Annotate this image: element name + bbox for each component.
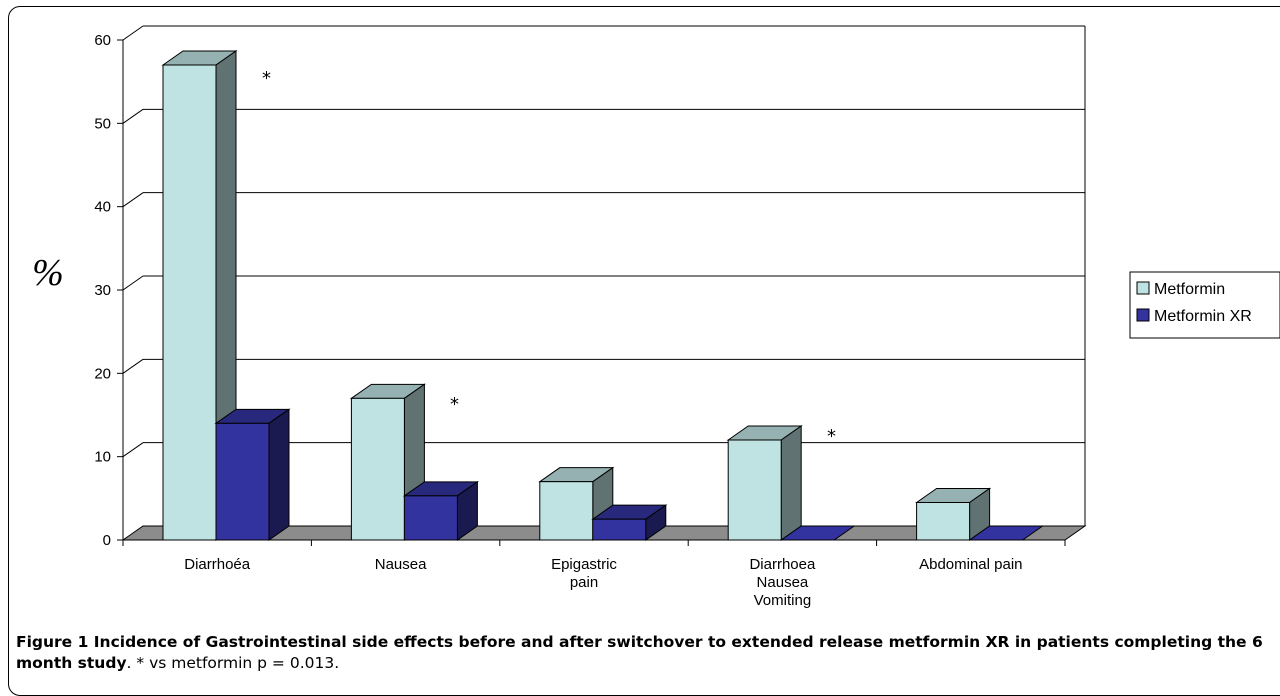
legend-swatch xyxy=(1136,308,1150,322)
y-tick-label: 50 xyxy=(94,115,111,132)
bar xyxy=(403,495,458,541)
y-axis-label: % xyxy=(32,252,64,294)
bar xyxy=(215,422,270,541)
bar xyxy=(592,518,647,541)
y-tick-label: 60 xyxy=(94,32,111,49)
bar xyxy=(779,525,856,541)
significance-marker: * xyxy=(827,426,836,447)
gridline-diagonal xyxy=(122,108,144,124)
x-category-label: Nausea xyxy=(375,556,427,573)
bar xyxy=(968,525,1045,541)
bar xyxy=(162,64,217,541)
bar xyxy=(916,502,971,541)
bar-side xyxy=(780,425,802,541)
y-tick-label: 0 xyxy=(103,532,111,549)
x-category-label: Abdominal pain xyxy=(919,556,1022,573)
gridline-diagonal xyxy=(122,358,144,374)
gridline-diagonal xyxy=(122,275,144,291)
bar xyxy=(727,439,782,541)
gridline-diagonal xyxy=(122,192,144,208)
figure-caption: Figure 1 Incidence of Gastrointestinal s… xyxy=(16,632,1278,674)
y-tick-label: 40 xyxy=(94,199,111,216)
y-tick-label: 20 xyxy=(94,365,111,382)
bar-chart: 0 10 20 30 40 50 60% * * * Diarrhoéa Nausea Epigastr… xyxy=(32,25,1280,609)
legend-box xyxy=(1129,271,1280,339)
x-category-label: Vomiting xyxy=(754,592,812,609)
bar xyxy=(350,397,405,541)
y-tick-label: 30 xyxy=(94,282,111,299)
legend-label: Metformin xyxy=(1154,281,1225,298)
x-category-label: Epigastric xyxy=(551,556,617,573)
caption-note: . * vs metformin p = 0.013. xyxy=(126,654,340,672)
legend-label: Metformin XR xyxy=(1154,308,1252,325)
significance-marker: * xyxy=(262,68,271,89)
y-tick-label: 10 xyxy=(94,449,111,466)
bar xyxy=(539,481,594,541)
legend-swatch xyxy=(1136,281,1150,295)
significance-marker: * xyxy=(450,394,459,415)
x-category-label: Diarrhoea xyxy=(749,556,816,573)
bar-side xyxy=(268,408,290,541)
x-category-label: Nausea xyxy=(757,574,809,591)
x-category-label: pain xyxy=(570,574,598,591)
caption-title: Figure 1 Incidence of Gastrointestinal s… xyxy=(16,633,1263,672)
gridline-diagonal xyxy=(122,442,144,458)
gridline-diagonal xyxy=(122,25,144,41)
x-category-label: Diarrhoéa xyxy=(184,556,251,573)
